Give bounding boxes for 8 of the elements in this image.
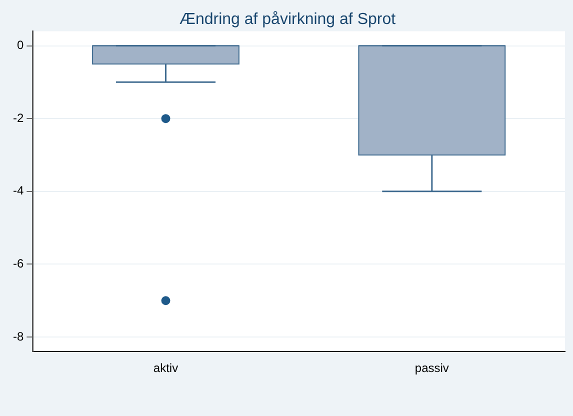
- x-tick-label: passiv: [414, 361, 449, 376]
- y-tick-label: -6: [13, 256, 24, 271]
- y-tick-label: -8: [13, 329, 24, 344]
- y-tick-label: -4: [13, 184, 24, 198]
- chart-title: Ændring af påvirkning af Sprot: [179, 11, 396, 28]
- x-tick-label: aktiv: [153, 361, 178, 376]
- y-tick-label: 0: [16, 38, 24, 52]
- y-tick-label: -2: [13, 110, 24, 125]
